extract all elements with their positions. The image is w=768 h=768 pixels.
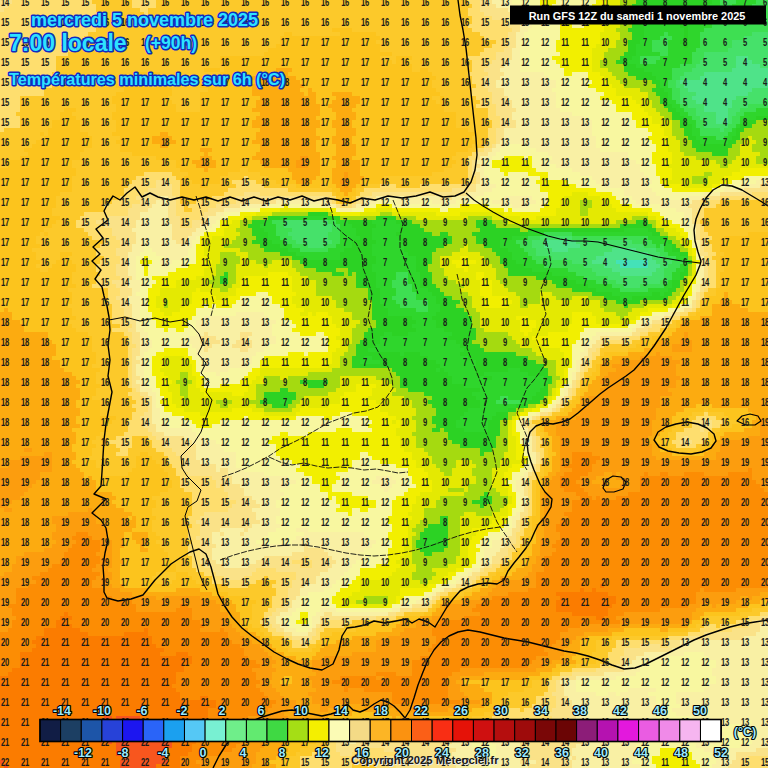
svg-text:14: 14 — [334, 704, 348, 718]
svg-text:18: 18 — [374, 704, 388, 718]
svg-text:-14: -14 — [53, 704, 71, 718]
svg-text:6: 6 — [258, 704, 265, 718]
svg-text:Températures minimales sur 6h: Températures minimales sur 6h (°C) — [9, 70, 285, 88]
svg-text:34: 34 — [534, 704, 548, 718]
svg-text:(+90h): (+90h) — [145, 33, 197, 53]
svg-text:-10: -10 — [93, 704, 111, 718]
svg-text:50: 50 — [693, 704, 707, 718]
svg-text:0: 0 — [200, 746, 207, 760]
svg-text:36: 36 — [555, 746, 569, 760]
svg-text:7:00 locale: 7:00 locale — [9, 30, 127, 56]
svg-text:8: 8 — [279, 746, 286, 760]
svg-text:32: 32 — [515, 746, 529, 760]
svg-text:46: 46 — [653, 704, 667, 718]
svg-text:12: 12 — [315, 746, 329, 760]
svg-text:-8: -8 — [117, 746, 128, 760]
svg-text:(°C): (°C) — [734, 725, 756, 739]
svg-text:4: 4 — [240, 746, 247, 760]
svg-text:10: 10 — [294, 704, 308, 718]
svg-text:48: 48 — [674, 746, 688, 760]
svg-text:2: 2 — [219, 704, 226, 718]
svg-text:Run GFS 12Z du samedi 1 novemb: Run GFS 12Z du samedi 1 novembre 2025 — [529, 10, 746, 22]
svg-text:42: 42 — [613, 704, 627, 718]
svg-text:mercredi 5 novembre 2025: mercredi 5 novembre 2025 — [31, 10, 258, 30]
svg-text:-4: -4 — [157, 746, 168, 760]
svg-text:-6: -6 — [136, 704, 147, 718]
svg-text:-2: -2 — [176, 704, 187, 718]
svg-text:Copyright 2025 Meteociel.fr: Copyright 2025 Meteociel.fr — [351, 754, 499, 766]
svg-text:26: 26 — [454, 704, 468, 718]
svg-text:40: 40 — [594, 746, 608, 760]
svg-text:52: 52 — [714, 746, 728, 760]
svg-text:44: 44 — [634, 746, 648, 760]
svg-text:-12: -12 — [74, 746, 92, 760]
svg-text:30: 30 — [494, 704, 508, 718]
svg-text:38: 38 — [573, 704, 587, 718]
svg-text:22: 22 — [414, 704, 428, 718]
